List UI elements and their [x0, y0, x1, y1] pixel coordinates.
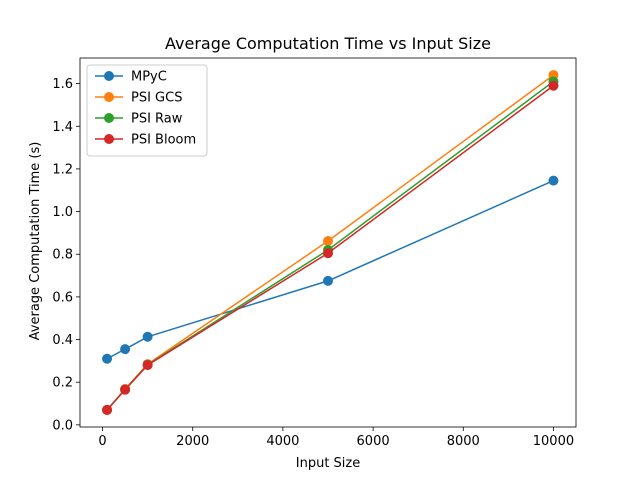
y-tick-label: 1.2	[52, 162, 73, 177]
data-point	[120, 384, 131, 395]
x-tick-label: 10000	[533, 434, 574, 449]
y-tick-label: 1.4	[52, 120, 73, 135]
series-layer	[102, 70, 559, 415]
y-tick-label: 0.8	[52, 248, 73, 263]
chart-title: Average Computation Time vs Input Size	[165, 34, 491, 53]
x-tick-label: 8000	[447, 434, 480, 449]
data-point	[323, 275, 333, 286]
data-point	[323, 248, 333, 259]
y-tick-label: 0.4	[52, 333, 73, 348]
legend-marker	[104, 92, 114, 102]
data-point	[102, 404, 113, 415]
data-point	[142, 360, 153, 371]
plot-frame	[79, 57, 577, 428]
x-tick-label: 6000	[357, 434, 390, 449]
y-tick-label: 1.6	[52, 77, 73, 92]
axes-layer: 0 2000 4000 6000 8000 10000 0.0 0.2 0.4 0.6 0.8 1.0…	[52, 57, 577, 449]
legend-label: PSI Raw	[131, 112, 183, 127]
data-point	[548, 80, 559, 91]
y-tick-label: 0.0	[52, 418, 73, 433]
legend-label: PSI Bloom	[131, 133, 196, 148]
y-tick-label: 0.2	[52, 376, 73, 391]
y-tick-label: 1.0	[52, 205, 73, 220]
x-axis-label: Input Size	[296, 456, 360, 471]
legend-marker	[104, 134, 114, 144]
x-tick-label: 2000	[176, 434, 209, 449]
data-point	[142, 331, 153, 342]
data-point	[120, 344, 131, 355]
legend-label: MPyC	[131, 70, 167, 85]
data-point	[323, 236, 333, 247]
legend-label: PSI GCS	[131, 91, 182, 106]
legend: MPyC PSI GCS PSI Raw PSI Bloom	[86, 64, 208, 157]
y-axis-label: Average Computation Time (s)	[28, 142, 43, 341]
legend-marker	[104, 71, 114, 81]
x-tick-label: 0	[98, 434, 106, 449]
data-point	[102, 353, 113, 364]
legend-box	[86, 64, 208, 157]
y-tick-label: 0.6	[52, 290, 73, 305]
legend-marker	[104, 113, 114, 123]
data-point	[548, 175, 559, 186]
x-tick-label: 4000	[266, 434, 299, 449]
